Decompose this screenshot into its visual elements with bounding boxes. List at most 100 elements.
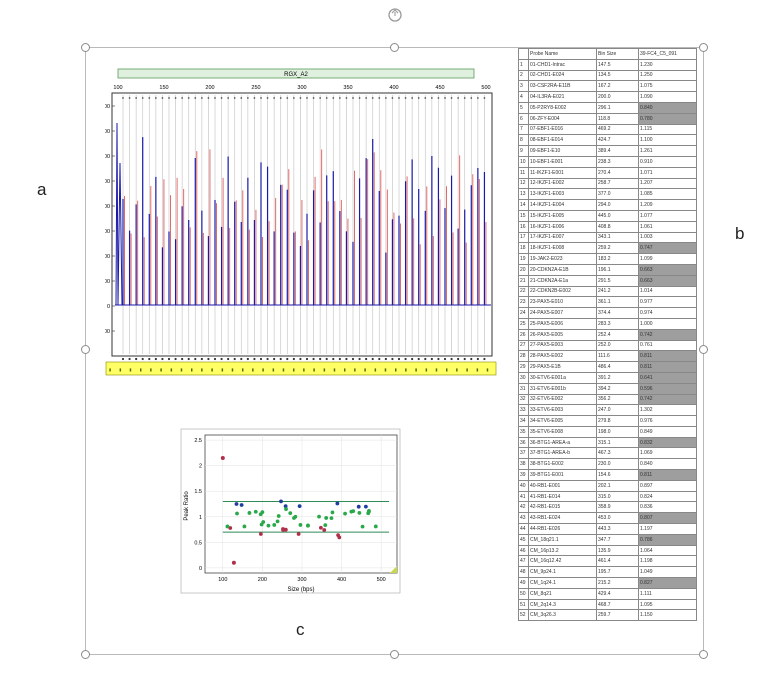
table-cell: 183.2 [596, 253, 639, 265]
resize-handle-top[interactable] [390, 43, 399, 52]
resize-handle-bottom-left[interactable] [81, 650, 90, 659]
table-cell: 10-EBF1-E001 [528, 155, 597, 168]
table-cell: 49 [518, 577, 529, 589]
table-cell: 12-IKZF1-E002 [528, 177, 597, 190]
bin-bottom-marker [332, 357, 335, 361]
table-cell: 0.786 [638, 533, 697, 546]
table-cell: 1.064 [638, 544, 697, 557]
resize-handle-right[interactable] [699, 345, 708, 354]
table-cell: 31 [518, 382, 529, 395]
top-axis-tick-label: 150 [159, 85, 168, 91]
resize-handle-top-right[interactable] [699, 43, 708, 52]
table-cell: 40 [518, 479, 529, 492]
ratio-point [279, 499, 283, 504]
table-cell: 356.2 [596, 393, 639, 406]
bin-top-marker [148, 97, 151, 99]
resize-handle-bottom-right[interactable] [699, 650, 708, 659]
table-cell: 37 [518, 447, 529, 460]
table-cell: 347.7 [596, 533, 639, 546]
resize-handle-bottom[interactable] [390, 650, 399, 659]
bin-top-marker [154, 97, 157, 99]
ratio-point [356, 504, 361, 509]
table-cell: 443.3 [596, 523, 639, 535]
bin-bottom-marker [312, 357, 315, 361]
bin-top-marker [253, 97, 256, 99]
table-cell: CM_9p24.1 [528, 566, 597, 579]
table-cell: CM_2q14.3 [528, 598, 597, 611]
table-cell: 24 [518, 307, 529, 319]
table-cell: 23 [518, 296, 529, 309]
ratio-point [357, 510, 362, 515]
table-row: 52 CM_3q26.3 259.7 1.150 [518, 609, 697, 622]
bin-bottom-marker [378, 357, 381, 361]
bin-label-glyph: ▮ [201, 367, 203, 372]
table-row: 19 19-JAK2-E023 183.2 1.099 [518, 253, 697, 265]
y-axis-tick-label: 0 [107, 304, 110, 310]
bin-top-marker [345, 97, 348, 99]
table-cell: 0.742 [638, 328, 697, 341]
table-cell: 17 [518, 231, 529, 244]
ratio-x-tick-label: 100 [218, 577, 227, 583]
bin-bottom-marker [253, 357, 256, 361]
table-row: 36 36-BTG1-AREA-a 315.1 0.832 [518, 436, 697, 449]
table-cell: 4 [518, 91, 529, 103]
table-cell: 343.1 [596, 231, 639, 244]
table-cell: 39-BTG1-E001 [528, 469, 597, 481]
table-row: 1 01-CHD1-Intrac 147.5 1.230 [518, 58, 697, 71]
table-row: 15 15-IKZF1-E005 445.0 1.077 [518, 209, 697, 222]
resize-handle-top-left[interactable] [81, 43, 90, 52]
bin-bottom-marker [404, 357, 407, 361]
bin-label-glyph: ▮ [293, 367, 295, 372]
table-cell: 0.897 [638, 479, 697, 492]
table-cell: 19 [518, 253, 529, 265]
table-cell: 52 [518, 609, 529, 622]
table-cell: 1.100 [638, 134, 697, 147]
table-row: 32 32-ETV6-E002 356.2 0.742 [518, 393, 697, 406]
resize-handle-left[interactable] [81, 345, 90, 354]
table-row: 21 21-CDKN2A-E1a 291.5 0.663 [518, 274, 697, 287]
table-cell: 1.077 [638, 209, 697, 222]
table-cell: 02-CHD1-E024 [528, 69, 597, 82]
table-cell: 51 [518, 598, 529, 611]
table-cell: 1.111 [638, 587, 697, 600]
bin-top-marker [279, 97, 282, 99]
table-cell: 26 [518, 328, 529, 341]
table-cell: 0.663 [638, 274, 697, 287]
bin-label-glyph: ▮ [456, 367, 458, 372]
panel-label-c: c [296, 620, 305, 639]
ratio-point [283, 504, 288, 509]
bin-top-marker [292, 97, 295, 99]
table-cell: 389.4 [596, 145, 639, 157]
table-row: 49 CM_1q24.1 215.2 0.827 [518, 577, 697, 589]
table-cell: 06-ZFY-E004 [528, 112, 597, 125]
table-row: 16 16-IKZF1-E006 408.8 1.061 [518, 220, 697, 233]
panel-label-b: b [735, 224, 745, 243]
table-row: 51 CM_2q14.3 468.7 1.095 [518, 598, 697, 611]
table-row: 29 29-PAX5-E1B 486.4 0.811 [518, 361, 697, 373]
top-axis-ticks: 100 150 200 250 300 350 400 450 500 [113, 85, 490, 91]
bin-bottom-marker [391, 357, 394, 361]
table-cell: 453.0 [596, 512, 639, 525]
bin-bottom-marker [463, 357, 466, 361]
bin-top-marker [122, 97, 124, 99]
bin-label-glyph: ▮ [384, 367, 386, 372]
table-row: 20 20-CDKN2A-E1B 196.1 0.663 [518, 263, 697, 276]
y-axis-tick-label: 5,000 [105, 179, 110, 185]
ratio-point [343, 511, 347, 516]
bin-bottom-marker [279, 357, 282, 361]
ratio-point [318, 525, 323, 530]
table-cell: 34-ETV6-E005 [528, 415, 597, 427]
table-cell: 44-RB1-E026 [528, 523, 597, 535]
ratio-point [275, 519, 280, 524]
table-cell: 1.261 [638, 145, 697, 157]
bin-top-marker [365, 97, 368, 99]
table-cell: 252.0 [596, 339, 639, 352]
top-axis-tick-label: 500 [481, 85, 490, 91]
table-cell: 247.0 [596, 404, 639, 417]
table-row: 37 37-BTG1-AREA-b 467.3 1.069 [518, 447, 697, 460]
table-row: 35 35-ETV6-E008 198.0 0.849 [518, 425, 697, 438]
table-cell: 0.832 [638, 436, 697, 449]
table-cell: 42 [518, 501, 529, 514]
rotate-handle-icon[interactable] [387, 7, 403, 23]
ratio-point [360, 524, 365, 529]
